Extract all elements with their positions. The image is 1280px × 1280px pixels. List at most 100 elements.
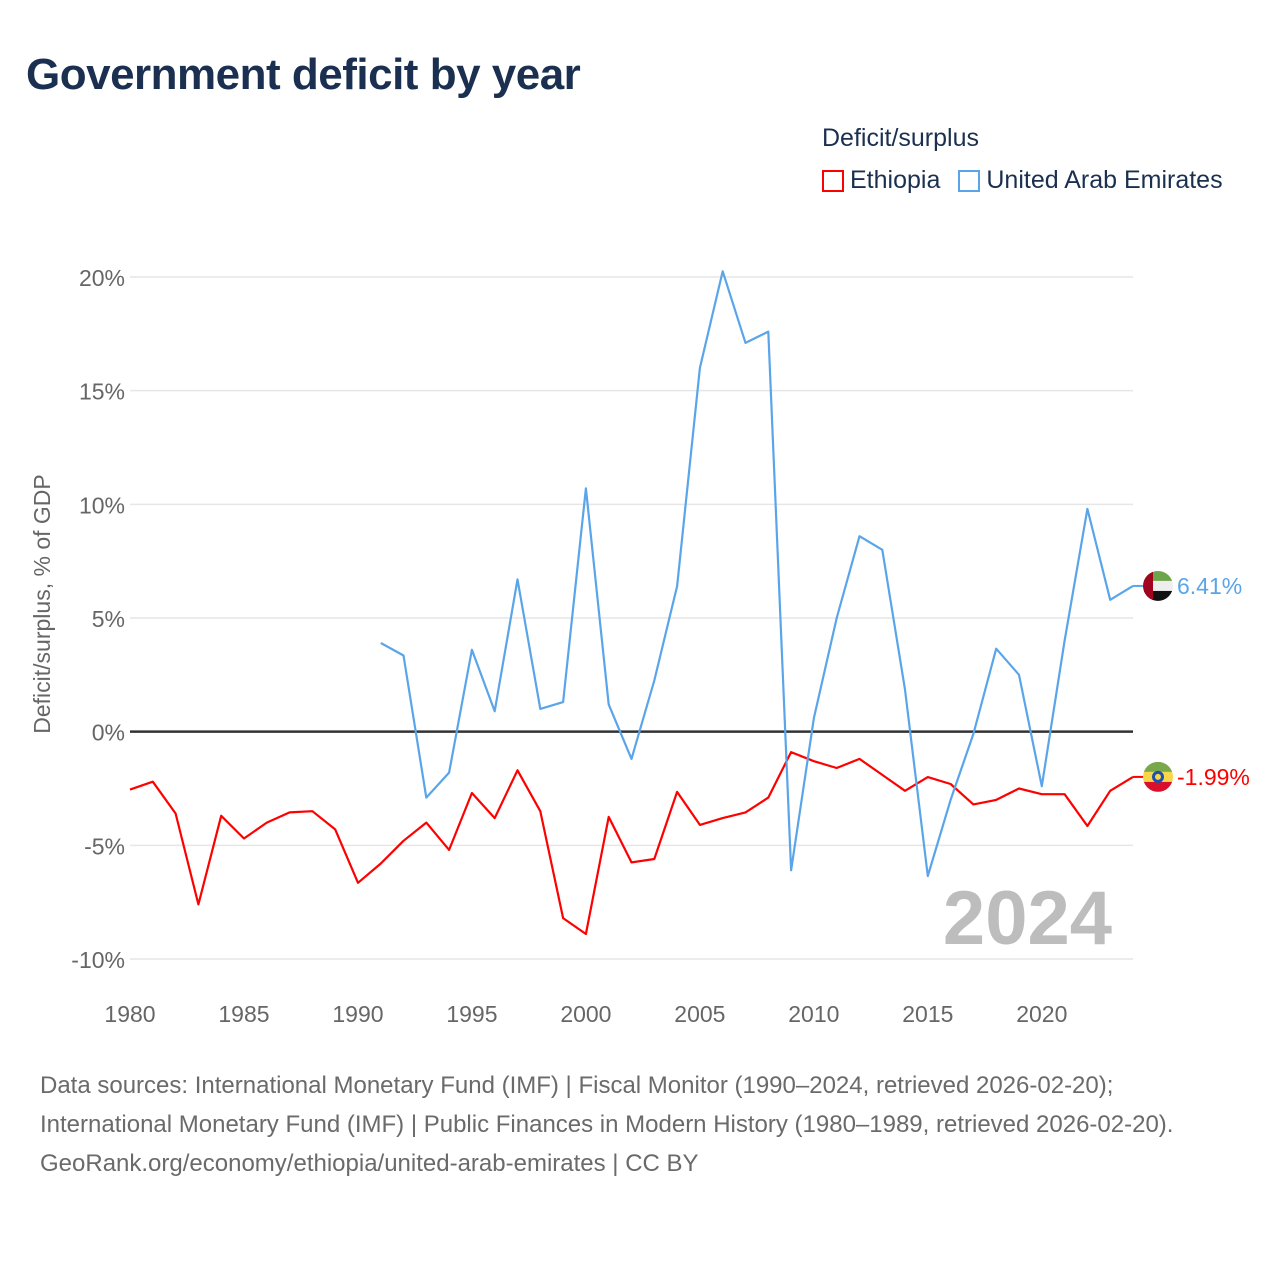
data-point — [538, 809, 542, 813]
data-point — [607, 702, 611, 706]
legend: Ethiopia United Arab Emirates — [822, 166, 1223, 195]
x-tick-label: 2005 — [674, 1001, 725, 1027]
data-point — [174, 812, 178, 816]
data-point — [356, 881, 360, 885]
data-point — [379, 862, 383, 866]
data-point — [630, 757, 634, 761]
data-point — [949, 798, 953, 802]
source-link[interactable]: GeoRank.org/economy/ethiopia/united-arab… — [40, 1150, 699, 1177]
series-line-ethiopia — [129, 750, 1134, 936]
data-point — [789, 750, 793, 754]
legend-swatch-uae — [958, 169, 981, 192]
end-value-label: 6.41% — [1177, 573, 1242, 599]
data-point — [1108, 598, 1112, 602]
data-point — [880, 548, 884, 552]
line-chart: -10% -5% 0% 5% 10% 15% 20% 1980 1985 1990 1995 2000… — [29, 265, 1250, 1027]
series-line-uae — [380, 270, 1134, 878]
y-tick-label: 20% — [79, 265, 125, 291]
data-point — [949, 782, 953, 786]
data-point — [857, 534, 861, 538]
x-tick-label: 1985 — [218, 1001, 269, 1027]
data-point — [971, 732, 975, 736]
legend-label-ethiopia: Ethiopia — [850, 166, 941, 194]
data-point — [561, 916, 565, 920]
data-point — [926, 775, 930, 779]
legend-title: Deficit/surplus — [822, 124, 979, 152]
data-point — [880, 773, 884, 777]
sources: Data sources: International Monetary Fun… — [40, 1066, 1240, 1183]
data-point — [1017, 787, 1021, 791]
data-point — [516, 577, 520, 581]
data-point — [493, 709, 497, 713]
data-point — [219, 814, 223, 818]
data-point — [698, 823, 702, 827]
data-point — [721, 816, 725, 820]
end-value-label: -1.99% — [1177, 764, 1250, 790]
data-point — [516, 768, 520, 772]
uae-flag-icon — [1143, 570, 1173, 601]
data-point — [812, 759, 816, 763]
x-tick-label: 2015 — [902, 1001, 953, 1027]
ethiopia-flag-icon — [1143, 761, 1173, 792]
data-point — [561, 700, 565, 704]
data-point — [584, 932, 588, 936]
data-point — [310, 809, 314, 813]
data-point — [994, 647, 998, 651]
legend-item-ethiopia[interactable]: Ethiopia — [822, 166, 940, 195]
y-axis-label: Deficit/surplus, % of GDP — [29, 474, 55, 733]
data-point — [151, 780, 155, 784]
data-point — [379, 641, 383, 645]
data-point — [493, 816, 497, 820]
data-point — [1040, 792, 1044, 796]
data-point — [196, 902, 200, 906]
data-point — [1085, 824, 1089, 828]
data-point — [1085, 507, 1089, 511]
data-point — [1108, 789, 1112, 793]
x-tick-label: 2020 — [1016, 1001, 1067, 1027]
data-point — [333, 827, 337, 831]
data-point — [766, 796, 770, 800]
data-point — [607, 815, 611, 819]
data-point — [402, 839, 406, 843]
data-point — [857, 757, 861, 761]
data-point — [994, 798, 998, 802]
y-tick-label: 10% — [79, 492, 125, 518]
legend-item-uae[interactable]: United Arab Emirates — [958, 166, 1223, 195]
data-point — [903, 789, 907, 793]
x-tick-label: 2010 — [788, 1001, 839, 1027]
data-point — [675, 584, 679, 588]
data-point — [447, 848, 451, 852]
data-point — [128, 788, 132, 792]
chart-title: Government deficit by year — [26, 50, 581, 99]
data-point — [470, 791, 474, 795]
data-point — [288, 810, 292, 814]
data-point — [402, 654, 406, 658]
data-point — [538, 707, 542, 711]
x-tick-label: 1980 — [104, 1001, 155, 1027]
data-point — [766, 330, 770, 334]
data-point — [424, 821, 428, 825]
year-watermark: 2024 — [943, 876, 1112, 961]
data-point — [812, 716, 816, 720]
data-point — [675, 790, 679, 794]
y-tick-label: -5% — [84, 833, 125, 859]
y-tick-label: -10% — [71, 947, 125, 973]
data-point — [903, 688, 907, 692]
y-tick-label: 0% — [92, 720, 125, 746]
data-point — [1040, 784, 1044, 788]
data-point — [1063, 639, 1067, 643]
y-tick-label: 15% — [79, 379, 125, 405]
data-point — [789, 868, 793, 872]
data-point — [926, 874, 930, 878]
data-point — [698, 366, 702, 370]
data-point — [743, 810, 747, 814]
data-point — [652, 857, 656, 861]
data-point — [470, 648, 474, 652]
data-point — [1063, 792, 1067, 796]
legend-swatch-ethiopia — [822, 169, 844, 192]
data-point — [265, 821, 269, 825]
legend-label-uae: United Arab Emirates — [986, 166, 1223, 194]
x-tick-label: 2000 — [560, 1001, 611, 1027]
data-sources-text: Data sources: International Monetary Fun… — [40, 1072, 1174, 1138]
data-point — [584, 486, 588, 490]
